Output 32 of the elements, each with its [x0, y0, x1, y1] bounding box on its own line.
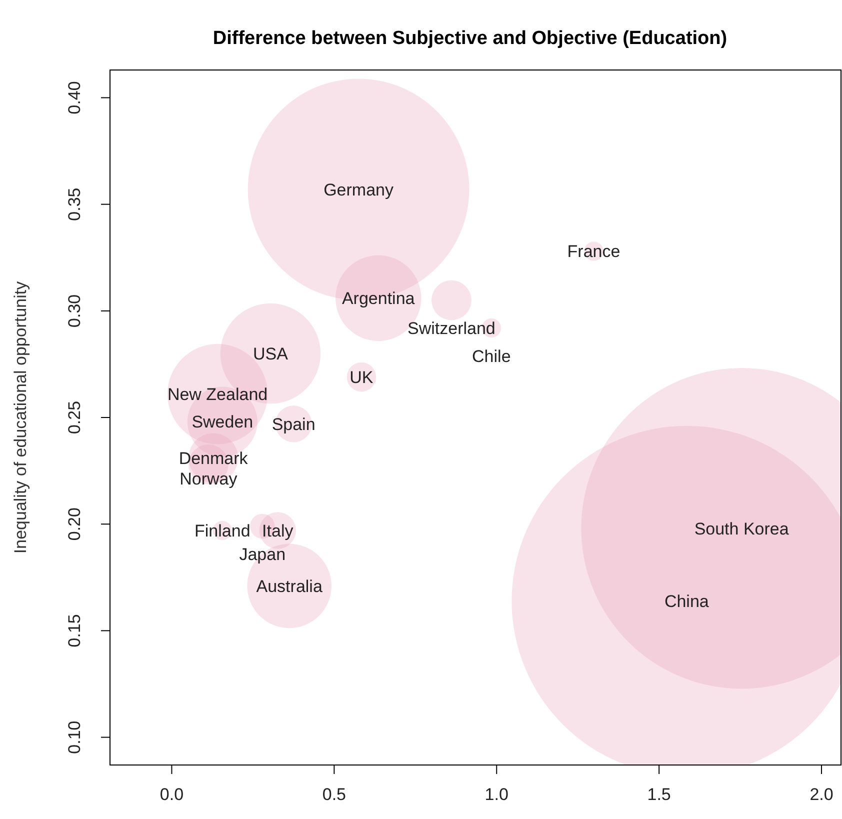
annotation: Sweden — [192, 412, 254, 432]
annotation: China — [664, 592, 710, 611]
x-tick-label: 1.5 — [647, 785, 671, 804]
annotation: Japan — [239, 545, 286, 564]
annotation: Argentina — [342, 289, 416, 308]
annotation: UK — [350, 368, 374, 387]
annotation: South Korea — [694, 519, 790, 538]
annotation: New Zealand — [167, 385, 268, 404]
annotation: Italy — [262, 521, 294, 540]
y-tick-label: 0.30 — [65, 294, 84, 328]
x-tick-label: 0.5 — [322, 785, 346, 804]
y-tick-label: 0.15 — [65, 614, 84, 648]
annotation: Chile — [472, 346, 511, 366]
annotation: Australia — [256, 576, 323, 596]
annotation: USA — [253, 344, 289, 364]
y-tick-label: 0.35 — [65, 188, 84, 221]
annotation: Spain — [272, 414, 316, 434]
annotation: Denmark — [178, 448, 248, 468]
x-tick-label: 2.0 — [810, 785, 834, 804]
annotation: Switzerland — [408, 319, 496, 338]
annotation: France — [567, 242, 620, 262]
y-tick-label: 0.40 — [65, 81, 84, 114]
annotation: Germany — [324, 180, 394, 200]
y-tick-label: 0.25 — [65, 400, 84, 434]
annotation: Norway — [180, 469, 238, 488]
annotation: Finland — [194, 521, 250, 540]
y-tick-label: 0.10 — [65, 720, 84, 754]
x-tick-label: 1.0 — [484, 785, 508, 804]
y-tick-label: 0.20 — [65, 508, 84, 541]
chart-title: Difference between Subjective and Objective (Education) — [212, 28, 728, 49]
y-axis-title: Inequality of educational opportunity — [11, 280, 30, 554]
x-tick-label: 0.0 — [160, 785, 184, 804]
